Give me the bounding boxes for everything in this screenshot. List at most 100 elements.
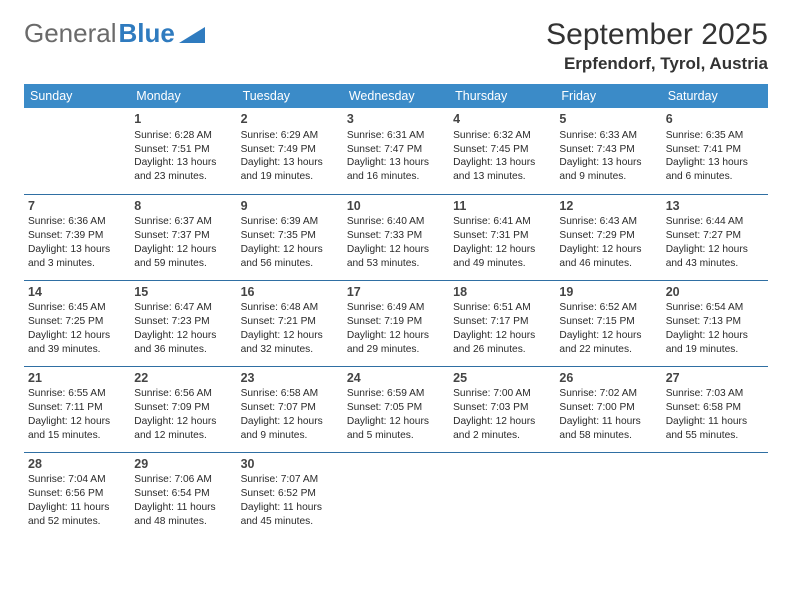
day-number: 1 — [134, 111, 232, 128]
sunset-text: Sunset: 7:11 PM — [28, 401, 126, 415]
sunset-text: Sunset: 7:00 PM — [559, 401, 657, 415]
sunset-text: Sunset: 7:35 PM — [241, 229, 339, 243]
daylight-text: Daylight: 11 hours and 58 minutes. — [559, 415, 657, 443]
day-number: 16 — [241, 284, 339, 301]
day-number: 21 — [28, 370, 126, 387]
sunset-text: Sunset: 7:49 PM — [241, 143, 339, 157]
calendar-week-row: 7Sunrise: 6:36 AMSunset: 7:39 PMDaylight… — [24, 194, 768, 280]
sunrise-text: Sunrise: 6:51 AM — [453, 301, 551, 315]
daylight-text: Daylight: 12 hours and 32 minutes. — [241, 329, 339, 357]
sunrise-text: Sunrise: 6:37 AM — [134, 215, 232, 229]
calendar-day-cell: .. — [555, 452, 661, 538]
sunrise-text: Sunrise: 6:41 AM — [453, 215, 551, 229]
sunset-text: Sunset: 6:56 PM — [28, 487, 126, 501]
day-number: 10 — [347, 198, 445, 215]
location-label: Erpfendorf, Tyrol, Austria — [546, 54, 768, 74]
day-number: 3 — [347, 111, 445, 128]
calendar-day-cell: 26Sunrise: 7:02 AMSunset: 7:00 PMDayligh… — [555, 366, 661, 452]
sunset-text: Sunset: 7:41 PM — [666, 143, 764, 157]
calendar-day-cell: 20Sunrise: 6:54 AMSunset: 7:13 PMDayligh… — [662, 280, 768, 366]
sunset-text: Sunset: 6:52 PM — [241, 487, 339, 501]
daylight-text: Daylight: 12 hours and 5 minutes. — [347, 415, 445, 443]
sunrise-text: Sunrise: 6:36 AM — [28, 215, 126, 229]
calendar-day-cell: 6Sunrise: 6:35 AMSunset: 7:41 PMDaylight… — [662, 108, 768, 194]
daylight-text: Daylight: 13 hours and 19 minutes. — [241, 156, 339, 184]
calendar-day-cell: 19Sunrise: 6:52 AMSunset: 7:15 PMDayligh… — [555, 280, 661, 366]
calendar-day-cell: .. — [343, 452, 449, 538]
weekday-header: Tuesday — [237, 84, 343, 108]
sunrise-text: Sunrise: 6:45 AM — [28, 301, 126, 315]
sunrise-text: Sunrise: 6:29 AM — [241, 129, 339, 143]
daylight-text: Daylight: 13 hours and 16 minutes. — [347, 156, 445, 184]
sunset-text: Sunset: 7:33 PM — [347, 229, 445, 243]
calendar-header-row: SundayMondayTuesdayWednesdayThursdayFrid… — [24, 84, 768, 108]
sunrise-text: Sunrise: 6:52 AM — [559, 301, 657, 315]
daylight-text: Daylight: 12 hours and 49 minutes. — [453, 243, 551, 271]
day-number: 26 — [559, 370, 657, 387]
calendar-day-cell: 27Sunrise: 7:03 AMSunset: 6:58 PMDayligh… — [662, 366, 768, 452]
daylight-text: Daylight: 12 hours and 43 minutes. — [666, 243, 764, 271]
sunset-text: Sunset: 6:54 PM — [134, 487, 232, 501]
daylight-text: Daylight: 11 hours and 48 minutes. — [134, 501, 232, 529]
calendar-week-row: 28Sunrise: 7:04 AMSunset: 6:56 PMDayligh… — [24, 452, 768, 538]
brand-triangle-icon — [179, 25, 205, 45]
sunrise-text: Sunrise: 6:39 AM — [241, 215, 339, 229]
sunset-text: Sunset: 7:05 PM — [347, 401, 445, 415]
calendar-day-cell: 15Sunrise: 6:47 AMSunset: 7:23 PMDayligh… — [130, 280, 236, 366]
weekday-header: Saturday — [662, 84, 768, 108]
calendar-week-row: 21Sunrise: 6:55 AMSunset: 7:11 PMDayligh… — [24, 366, 768, 452]
daylight-text: Daylight: 12 hours and 2 minutes. — [453, 415, 551, 443]
sunset-text: Sunset: 7:37 PM — [134, 229, 232, 243]
sunrise-text: Sunrise: 6:31 AM — [347, 129, 445, 143]
daylight-text: Daylight: 12 hours and 39 minutes. — [28, 329, 126, 357]
sunrise-text: Sunrise: 6:48 AM — [241, 301, 339, 315]
day-number: 19 — [559, 284, 657, 301]
title-block: September 2025 Erpfendorf, Tyrol, Austri… — [546, 18, 768, 74]
header: GeneralBlue September 2025 Erpfendorf, T… — [24, 18, 768, 74]
calendar-day-cell: 29Sunrise: 7:06 AMSunset: 6:54 PMDayligh… — [130, 452, 236, 538]
calendar-day-cell: 11Sunrise: 6:41 AMSunset: 7:31 PMDayligh… — [449, 194, 555, 280]
sunset-text: Sunset: 7:31 PM — [453, 229, 551, 243]
brand-text-2: Blue — [119, 18, 175, 49]
sunrise-text: Sunrise: 6:56 AM — [134, 387, 232, 401]
calendar-week-row: 14Sunrise: 6:45 AMSunset: 7:25 PMDayligh… — [24, 280, 768, 366]
sunset-text: Sunset: 7:09 PM — [134, 401, 232, 415]
calendar-day-cell: 23Sunrise: 6:58 AMSunset: 7:07 PMDayligh… — [237, 366, 343, 452]
sunrise-text: Sunrise: 6:32 AM — [453, 129, 551, 143]
day-number: 5 — [559, 111, 657, 128]
day-number: 8 — [134, 198, 232, 215]
sunrise-text: Sunrise: 6:44 AM — [666, 215, 764, 229]
sunset-text: Sunset: 7:07 PM — [241, 401, 339, 415]
sunrise-text: Sunrise: 7:07 AM — [241, 473, 339, 487]
sunrise-text: Sunrise: 6:59 AM — [347, 387, 445, 401]
calendar-week-row: ..1Sunrise: 6:28 AMSunset: 7:51 PMDaylig… — [24, 108, 768, 194]
calendar-day-cell: 2Sunrise: 6:29 AMSunset: 7:49 PMDaylight… — [237, 108, 343, 194]
day-number: 9 — [241, 198, 339, 215]
calendar-day-cell: 28Sunrise: 7:04 AMSunset: 6:56 PMDayligh… — [24, 452, 130, 538]
month-title: September 2025 — [546, 18, 768, 52]
daylight-text: Daylight: 12 hours and 46 minutes. — [559, 243, 657, 271]
calendar-day-cell: 3Sunrise: 6:31 AMSunset: 7:47 PMDaylight… — [343, 108, 449, 194]
sunrise-text: Sunrise: 6:58 AM — [241, 387, 339, 401]
day-number: 29 — [134, 456, 232, 473]
daylight-text: Daylight: 12 hours and 12 minutes. — [134, 415, 232, 443]
sunset-text: Sunset: 7:03 PM — [453, 401, 551, 415]
day-number: 17 — [347, 284, 445, 301]
sunset-text: Sunset: 6:58 PM — [666, 401, 764, 415]
sunrise-text: Sunrise: 7:06 AM — [134, 473, 232, 487]
sunset-text: Sunset: 7:15 PM — [559, 315, 657, 329]
daylight-text: Daylight: 11 hours and 55 minutes. — [666, 415, 764, 443]
calendar-day-cell: 22Sunrise: 6:56 AMSunset: 7:09 PMDayligh… — [130, 366, 236, 452]
calendar-day-cell: 5Sunrise: 6:33 AMSunset: 7:43 PMDaylight… — [555, 108, 661, 194]
calendar-day-cell: 24Sunrise: 6:59 AMSunset: 7:05 PMDayligh… — [343, 366, 449, 452]
day-number: 23 — [241, 370, 339, 387]
sunrise-text: Sunrise: 6:28 AM — [134, 129, 232, 143]
sunrise-text: Sunrise: 6:33 AM — [559, 129, 657, 143]
weekday-header: Monday — [130, 84, 236, 108]
day-number: 11 — [453, 198, 551, 215]
daylight-text: Daylight: 13 hours and 9 minutes. — [559, 156, 657, 184]
sunset-text: Sunset: 7:43 PM — [559, 143, 657, 157]
sunrise-text: Sunrise: 6:49 AM — [347, 301, 445, 315]
weekday-header: Friday — [555, 84, 661, 108]
calendar-day-cell: .. — [24, 108, 130, 194]
